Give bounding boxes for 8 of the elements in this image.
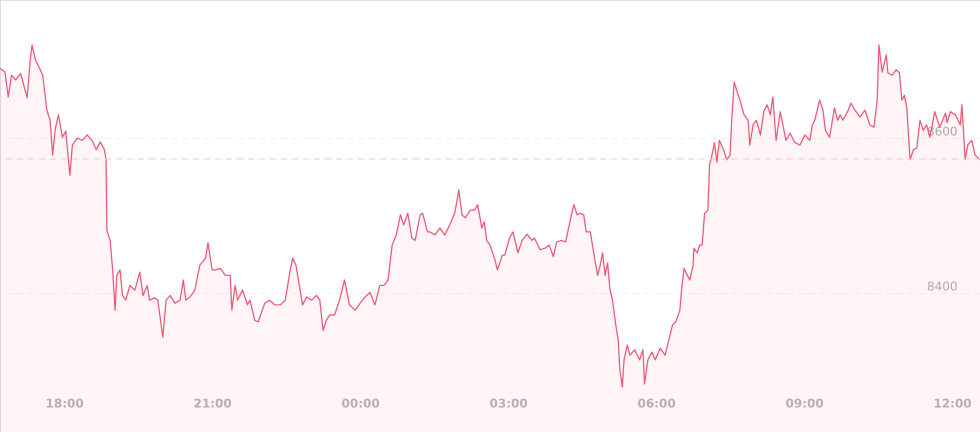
x-tick-label: 12:00 (933, 396, 972, 410)
x-tick-label: 00:00 (342, 396, 380, 410)
y-tick-label: 8400 (926, 280, 958, 294)
x-tick-label: 18:00 (46, 396, 84, 410)
x-tick-label: 03:00 (489, 396, 528, 410)
x-tick-label: 21:00 (194, 396, 232, 410)
x-tick-label: 06:00 (637, 396, 676, 410)
x-tick-label: 09:00 (785, 396, 824, 410)
